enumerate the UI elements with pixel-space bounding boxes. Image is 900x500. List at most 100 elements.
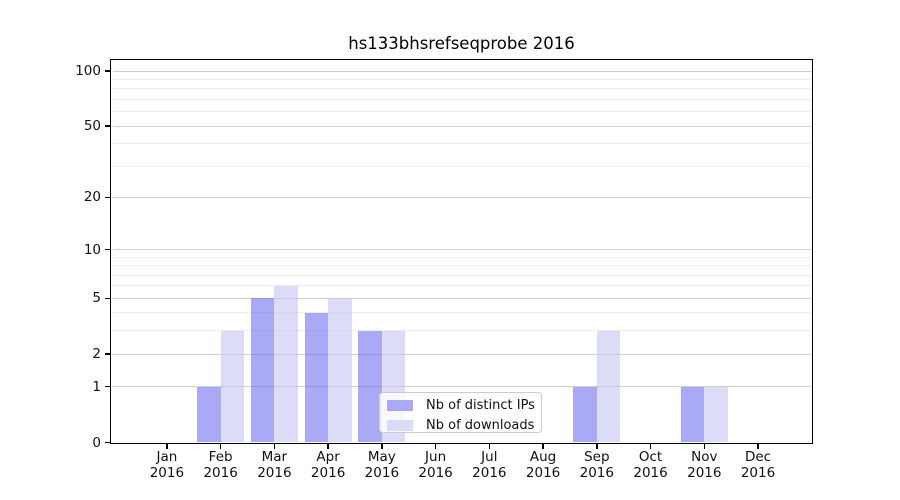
- chart-title: hs133bhsrefseqprobe 2016: [348, 34, 575, 53]
- x-tick-year: 2016: [257, 464, 292, 481]
- x-tick: [649, 443, 652, 449]
- x-tick: [219, 443, 222, 449]
- bar-nb-of-downloads-mar: [274, 285, 298, 442]
- x-tick-label: Jul 2016: [449, 449, 529, 481]
- y-tick: [104, 125, 111, 127]
- x-tick-year: 2016: [525, 464, 561, 481]
- x-tick-label: Dec 2016: [718, 449, 798, 481]
- y-tick: [104, 196, 111, 199]
- x-tick-month: Nov: [691, 449, 718, 465]
- y-tick: [104, 248, 111, 251]
- y-tick-label: 20: [83, 189, 101, 206]
- legend-label: Nb of distinct IPs: [426, 397, 535, 413]
- gridline-minor: [112, 265, 812, 267]
- legend: Nb of distinct IPs Nb of downloads: [379, 392, 542, 433]
- x-tick-label: Jun 2016: [396, 449, 476, 481]
- gridline-major: [112, 125, 812, 127]
- bar-nb-of-distinct-ips-apr: [304, 312, 329, 442]
- x-tick-month: Dec: [744, 449, 772, 465]
- y-tick-label: 2: [92, 346, 101, 363]
- legend-label: Nb of downloads: [426, 417, 535, 433]
- gridline-major: [112, 353, 812, 355]
- x-tick-year: 2016: [579, 464, 614, 481]
- y-tick-label: 10: [83, 241, 101, 258]
- x-tick: [434, 443, 437, 449]
- x-tick-year: 2016: [149, 464, 185, 481]
- x-tick: [166, 443, 168, 449]
- x-tick: [327, 443, 329, 449]
- x-tick: [757, 443, 759, 449]
- y-tick-label: 100: [75, 63, 101, 80]
- gridline-major: [112, 196, 812, 198]
- x-tick: [381, 443, 383, 449]
- bar-nb-of-downloads-feb: [220, 330, 245, 442]
- gridline-major: [112, 297, 812, 299]
- x-tick-month: Mar: [261, 449, 288, 465]
- bar-nb-of-distinct-ips-may: [358, 330, 382, 442]
- x-tick-month: May: [367, 449, 396, 465]
- gridline-major: [112, 386, 812, 388]
- x-tick-month: Aug: [529, 449, 557, 465]
- y-tick-label: 5: [92, 290, 101, 307]
- y-tick: [104, 385, 111, 388]
- x-tick-label: Feb 2016: [181, 449, 261, 481]
- gridline-minor: [112, 78, 812, 80]
- y-tick-label: 50: [83, 118, 101, 135]
- legend-item: Nb of distinct IPs: [380, 397, 541, 413]
- gridline-major: [112, 70, 812, 72]
- bar-nb-of-distinct-ips-sep: [573, 386, 597, 442]
- x-tick-year: 2016: [203, 464, 238, 481]
- legend-item: Nb of downloads: [380, 417, 541, 433]
- x-tick-label: May 2016: [342, 449, 422, 481]
- x-tick-year: 2016: [740, 464, 776, 481]
- y-tick: [104, 353, 111, 355]
- gridline-minor: [112, 256, 812, 258]
- x-tick-year: 2016: [310, 464, 346, 481]
- x-tick-label: Mar 2016: [234, 449, 314, 481]
- y-tick: [104, 70, 111, 72]
- y-tick: [104, 297, 111, 300]
- x-tick-month: Jun: [425, 449, 447, 465]
- gridline-minor: [112, 330, 812, 332]
- x-tick-month: Oct: [638, 449, 663, 465]
- gridline-minor: [112, 312, 812, 314]
- gridline-minor: [112, 98, 812, 100]
- gridline-major: [112, 249, 812, 251]
- bar-nb-of-downloads-apr: [328, 298, 352, 442]
- x-tick-month: Jul: [481, 449, 498, 465]
- x-tick-year: 2016: [364, 464, 400, 481]
- y-tick: [104, 441, 111, 444]
- x-tick-year: 2016: [633, 464, 668, 481]
- x-tick-year: 2016: [687, 464, 722, 481]
- x-tick-month: Apr: [316, 449, 340, 465]
- x-tick: [596, 443, 598, 449]
- gridline-minor: [112, 111, 812, 113]
- legend-swatch-nb-of-downloads: [387, 419, 413, 431]
- x-tick-label: Jan 2016: [127, 449, 207, 481]
- x-tick-month: Jan: [156, 449, 178, 465]
- x-tick-year: 2016: [472, 464, 507, 481]
- bar-nb-of-distinct-ips-feb: [197, 386, 221, 442]
- gridline-minor: [112, 88, 812, 90]
- x-tick: [703, 443, 706, 449]
- bar-nb-of-downloads-sep: [596, 330, 621, 442]
- x-tick-label: Oct 2016: [611, 449, 691, 481]
- y-tick-label: 0: [92, 434, 101, 451]
- bar-nb-of-distinct-ips-nov: [680, 386, 705, 442]
- gridline-minor: [112, 274, 812, 276]
- gridline-minor: [112, 143, 812, 145]
- gridline-minor: [112, 165, 812, 167]
- x-tick-label: Aug 2016: [503, 449, 583, 481]
- x-tick-label: Sep 2016: [557, 449, 637, 481]
- x-tick-month: Feb: [208, 449, 233, 465]
- y-tick-label: 1: [92, 378, 101, 395]
- gridline-minor: [112, 285, 812, 287]
- legend-swatch-nb-of-distinct-ips: [387, 399, 413, 411]
- x-tick: [273, 443, 276, 449]
- bar-nb-of-downloads-nov: [704, 386, 728, 442]
- x-tick-year: 2016: [418, 464, 453, 481]
- x-tick-month: Sep: [584, 449, 610, 465]
